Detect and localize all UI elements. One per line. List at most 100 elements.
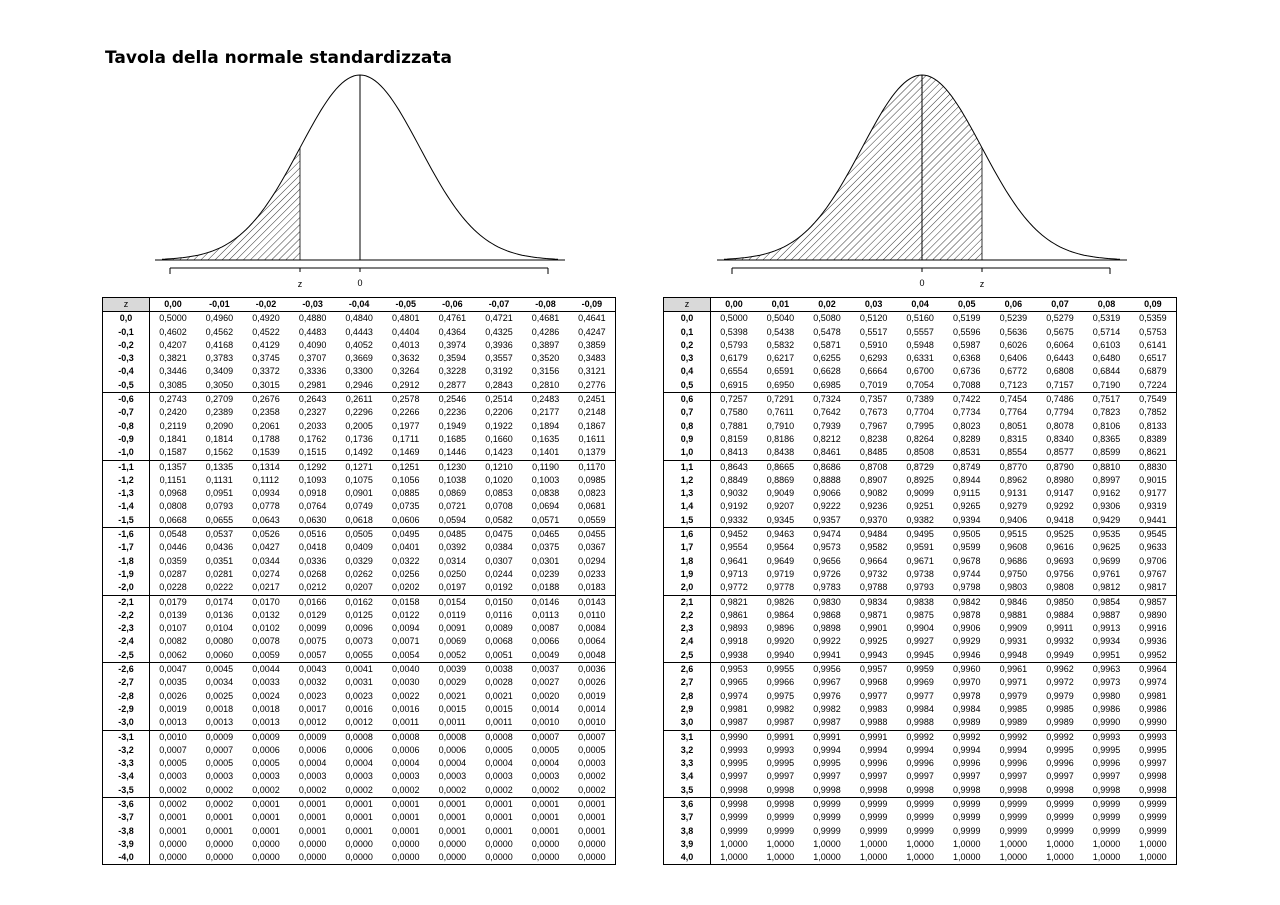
- table-cell: 0,9990: [1129, 716, 1177, 731]
- table-cell: 0,9999: [859, 812, 888, 823]
- column-header: 0,03: [850, 296, 897, 313]
- table-cell: 0,0409: [345, 542, 373, 553]
- table-cell: 0,9474: [813, 529, 841, 540]
- table-cell: 0,1379: [568, 446, 616, 461]
- table-cell: 0,8577: [1036, 446, 1084, 461]
- table-cell: 0,0001: [298, 798, 327, 809]
- table-cell: 1,0000: [906, 838, 934, 849]
- table-cell: 0,9972: [1046, 677, 1074, 688]
- table-row: 3,1 0,9990 0,9991 0,9991 0,9991 0,9992 0,9992 0…: [663, 730, 1177, 744]
- table-cell: 1,0000: [850, 851, 897, 866]
- table-cell: 0,2676: [252, 394, 280, 405]
- table-cell: 0,4286: [531, 326, 560, 337]
- table-cell: 0,0000: [149, 851, 197, 866]
- table-row: 2,0 0,9772 0,9778 0,9783 0,9788 0,9793 0,9798 0…: [663, 581, 1177, 596]
- table-cell: 0,9279: [999, 501, 1028, 512]
- table-cell: 0,0039: [438, 664, 467, 675]
- table-cell: 0,7357: [859, 394, 888, 405]
- table-cell: 0,0010: [159, 731, 187, 742]
- table-row: -2,8 0,0026 0,0025 0,0024 0,0023 0,0023 0,0022…: [102, 689, 616, 703]
- table-cell: 0,0008: [345, 731, 373, 742]
- table-cell: 0,0028: [485, 677, 513, 688]
- table-cell: 0,0013: [149, 716, 197, 731]
- row-header: -2,9: [102, 702, 150, 717]
- table-cell: 0,1736: [345, 433, 373, 444]
- table-cell: 0,0322: [392, 555, 420, 566]
- row-header: -3,2: [102, 743, 150, 758]
- table-cell: 0,9625: [1092, 542, 1121, 553]
- table-cell: 0,3783: [205, 353, 234, 364]
- table-cell: 0,9995: [1129, 743, 1177, 758]
- table-cell: 0,9999: [720, 825, 748, 836]
- table-cell: 0,8212: [813, 433, 841, 444]
- table-cell: 0,0004: [345, 758, 373, 769]
- table-cell: 0,8770: [999, 461, 1028, 472]
- table-cell: 0,9973: [1092, 677, 1121, 688]
- table-cell: 0,9957: [859, 664, 888, 675]
- table-cell: 0,0001: [438, 825, 467, 836]
- table-cell: 0,7852: [1129, 406, 1177, 420]
- table-cell: 0,0228: [149, 581, 197, 596]
- zero-label: 0: [357, 278, 362, 288]
- table-cell: 0,9996: [999, 758, 1028, 769]
- column-header: -0,05: [382, 296, 430, 313]
- table-cell: 0,8461: [803, 446, 851, 461]
- z-label: z: [298, 279, 303, 289]
- table-cell: 0,9992: [999, 731, 1028, 742]
- table-row: -1,4 0,0808 0,0793 0,0778 0,0764 0,0749 0,0735…: [102, 500, 616, 514]
- table-cell: 0,9997: [766, 771, 795, 782]
- table-cell: 0,0060: [196, 648, 243, 664]
- table-cell: 1,0000: [1092, 838, 1121, 849]
- row-header: 3,0: [663, 716, 711, 731]
- table-cell: 0,9994: [999, 744, 1028, 755]
- table-cell: 0,3192: [485, 366, 513, 377]
- column-header: 0,06: [990, 296, 1037, 313]
- table-cell: 0,7823: [1092, 407, 1121, 418]
- row-header: 3,6: [663, 797, 711, 812]
- table-cell: 0,9970: [953, 677, 981, 688]
- table-cell: 0,1949: [438, 420, 467, 431]
- table-cell: 0,2451: [568, 392, 616, 407]
- table-cell: 0,0618: [335, 513, 383, 529]
- row-header: 0,1: [663, 325, 711, 339]
- table-cell: 0,9948: [990, 648, 1037, 664]
- table-cell: 0,0004: [298, 758, 327, 769]
- table-cell: 0,0084: [568, 622, 616, 636]
- table-cell: 0,9131: [999, 488, 1028, 499]
- column-header: 0,00: [149, 296, 197, 313]
- table-cell: 0,9608: [999, 542, 1028, 553]
- table-cell: 0,2236: [438, 407, 467, 418]
- table-cell: 0,9974: [1129, 676, 1177, 690]
- table-cell: 0,6255: [813, 353, 841, 364]
- table-cell: 1,0000: [710, 851, 758, 866]
- table-cell: 0,7123: [990, 378, 1037, 394]
- table-cell: 0,8264: [906, 433, 934, 444]
- table-cell: 0,2389: [205, 407, 234, 418]
- table-cell: 0,9906: [953, 623, 981, 634]
- table-cell: 0,8997: [1092, 474, 1121, 485]
- table-cell: 0,4801: [392, 313, 420, 324]
- table-cell: 0,4207: [159, 339, 187, 350]
- table-cell: 0,9904: [906, 623, 934, 634]
- table-cell: 0,0129: [298, 609, 327, 620]
- table-cell: 0,0006: [392, 744, 420, 755]
- table-cell: 0,9996: [859, 758, 888, 769]
- table-cell: 0,9995: [1092, 744, 1121, 755]
- table-cell: 0,9761: [1092, 568, 1121, 579]
- table-row: -3,6 0,0002 0,0002 0,0001 0,0001 0,0001 0,0001…: [102, 797, 616, 812]
- table-cell: 0,0007: [159, 744, 187, 755]
- table-cell: 0,7389: [906, 394, 934, 405]
- table-cell: 0,9983: [859, 703, 888, 714]
- table-cell: 0,5000: [720, 313, 748, 324]
- table-cell: 0,9207: [766, 501, 795, 512]
- table-cell: 0,0002: [475, 783, 523, 798]
- table-cell: 0,8023: [953, 420, 981, 431]
- table-cell: 0,9999: [1092, 812, 1121, 823]
- table-cell: 0,5080: [813, 313, 841, 324]
- table-cell: 0,9357: [803, 513, 851, 529]
- table-cell: 0,9846: [999, 596, 1028, 607]
- table-cell: 0,0294: [568, 554, 616, 568]
- table-row: 2,8 0,9974 0,9975 0,9976 0,9977 0,9977 0,9978 0…: [663, 689, 1177, 703]
- table-cell: 0,0002: [159, 798, 187, 809]
- table-cell: 0,9940: [757, 648, 804, 664]
